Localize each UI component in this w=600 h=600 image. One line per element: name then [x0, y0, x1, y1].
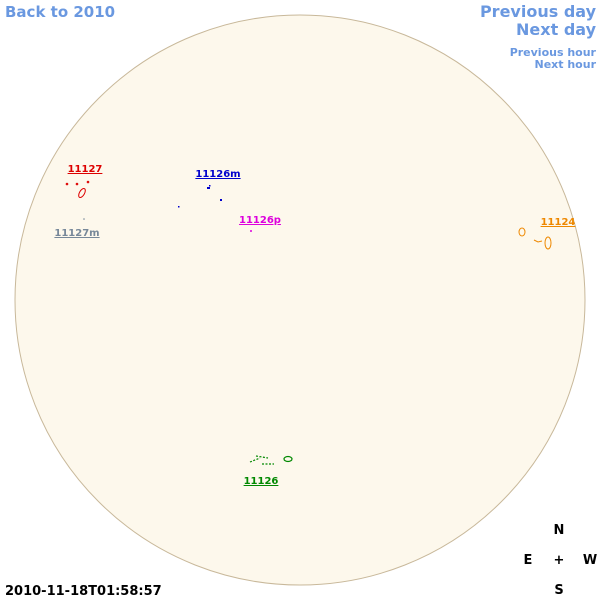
previous-hour-link[interactable]: Previous hour [510, 46, 597, 59]
compass-east: E [524, 553, 533, 568]
sunspots [65, 180, 552, 465]
region-label[interactable]: 11126m [195, 169, 240, 180]
solar-disk [14, 14, 586, 586]
region-label[interactable]: 11127m [54, 228, 99, 239]
timestamp: 2010-11-18T01:58:57 [5, 584, 162, 599]
back-link[interactable]: Back to 2010 [5, 3, 115, 21]
compass-north: N [554, 523, 565, 538]
region-label[interactable]: 11126 [244, 476, 279, 487]
region-label[interactable]: 11126p [239, 215, 281, 226]
region-label[interactable]: 11124 [541, 217, 576, 228]
region-label[interactable]: 11127 [68, 164, 103, 175]
compass-west: W [583, 553, 597, 568]
next-hour-link[interactable]: Next hour [535, 58, 597, 71]
next-day-link[interactable]: Next day [516, 20, 597, 39]
compass-center: + [554, 553, 565, 568]
compass-south: S [554, 583, 563, 598]
previous-day-link[interactable]: Previous day [480, 2, 597, 21]
